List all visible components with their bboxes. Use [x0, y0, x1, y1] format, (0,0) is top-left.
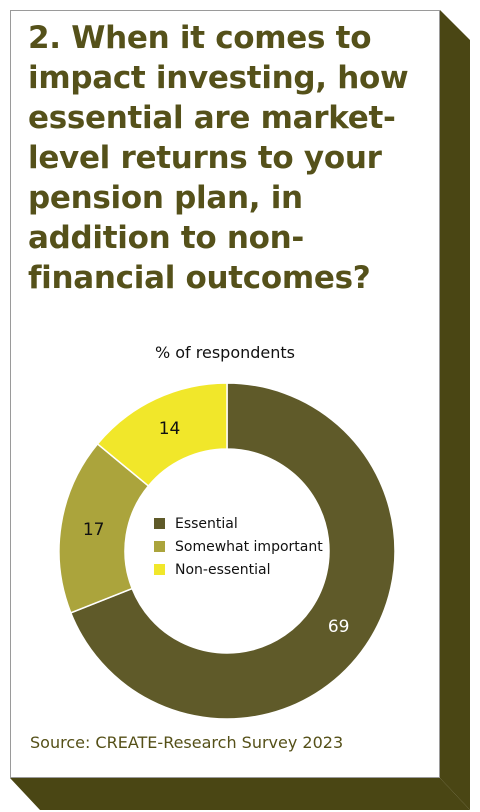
legend-item-essential: Essential: [154, 512, 354, 535]
donut-label-essential: 69: [328, 617, 350, 637]
donut-slice-non-essential: [96, 382, 228, 488]
legend-item-non-essential: Non-essential: [154, 558, 354, 581]
donut-label-non-essential: 14: [159, 419, 181, 439]
source-note: Source: CREATE-Research Survey 2023: [30, 733, 344, 752]
legend-label-non-essential: Non-essential: [175, 561, 271, 578]
legend-item-somewhat-important: Somewhat important: [154, 535, 354, 558]
legend-swatch-non-essential: [154, 564, 165, 575]
chart-subtitle: % of respondents: [154, 343, 296, 362]
card-shadow-bottom: [10, 778, 470, 810]
question-title: 2. When it comes to impact investing, ho…: [28, 20, 409, 296]
chart-legend: Essential Somewhat important Non-essenti…: [154, 512, 354, 581]
donut-chart: 69 17 14: [58, 382, 396, 720]
legend-label-essential: Essential: [175, 515, 238, 532]
donut-label-somewhat-important: 17: [83, 520, 105, 540]
donut-slice-essential: [69, 382, 396, 720]
legend-swatch-essential: [154, 518, 165, 529]
legend-label-somewhat-important: Somewhat important: [175, 538, 323, 555]
legend-swatch-somewhat-important: [154, 541, 165, 552]
card-shadow-right: [440, 10, 470, 810]
